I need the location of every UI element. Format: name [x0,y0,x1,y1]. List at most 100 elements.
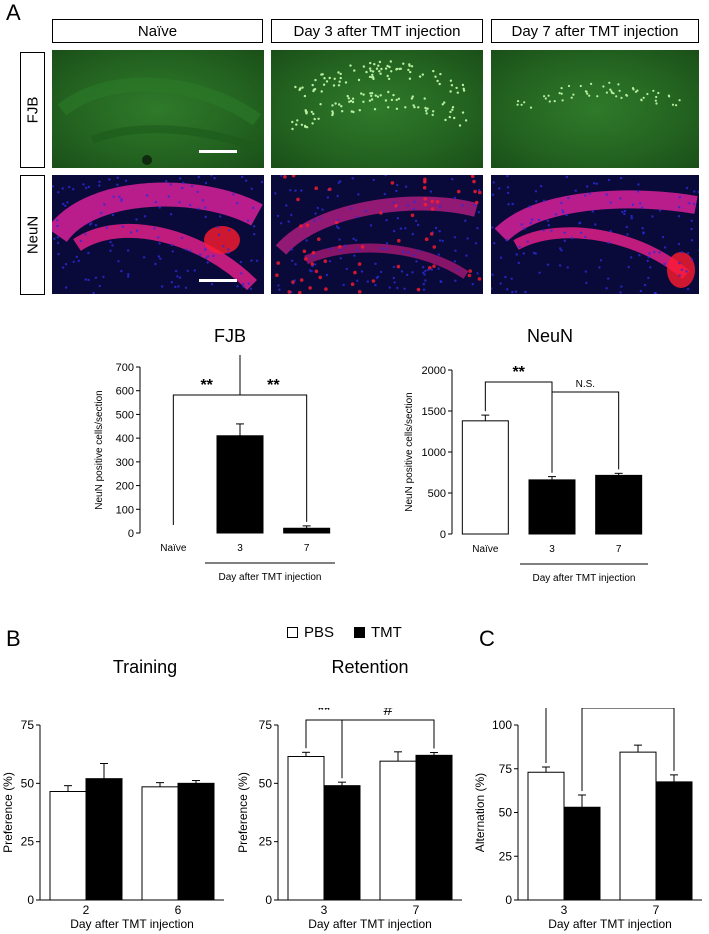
nucleus-dot [654,292,658,294]
nucleus-dot [643,283,647,287]
nucleus-dot [56,236,60,239]
nucleus-dot [663,246,667,249]
nucleus-dot [441,239,444,243]
y-tick-label: 75 [21,718,35,732]
nucleus-dot [411,232,414,236]
neun-red-cell [287,290,292,294]
nucleus-dot [626,233,629,236]
nucleus-dot [499,256,503,259]
fjb-positive-cell [389,60,392,63]
nucleus-dot [313,263,317,266]
y-tick-label: 300 [116,457,134,469]
fjb-positive-cell [322,83,326,86]
neun-red-cell [291,280,295,284]
nucleus-dot [177,285,180,288]
nucleus-dot [561,209,564,212]
fjb-positive-cell [313,88,317,91]
nucleus-dot [61,266,65,269]
nucleus-dot [219,215,222,218]
nucleus-dot [294,263,297,266]
nucleus-dot [342,283,345,287]
nucleus-dot [120,198,123,201]
nucleus-dot [439,280,442,283]
legend-label-pbs: PBS [304,624,335,641]
nucleus-dot [343,244,347,247]
fjb-positive-cell [410,97,414,100]
neun-red-cell [334,220,339,225]
nucleus-dot [511,290,514,294]
y-axis-label: Alternation (%) [473,773,487,852]
bar [527,771,565,901]
nucleus-dot [182,181,185,185]
fjb-positive-cell [347,97,350,100]
fjb-positive-cell [362,93,365,96]
nucleus-dot [84,278,87,281]
nucleus-dot [607,178,611,182]
neun-red-cell [435,200,440,204]
fjb-positive-cell [299,87,302,90]
nucleus-dot [278,288,281,291]
nucleus-dot [690,227,693,231]
fjb-day7-image [491,50,699,168]
nucleus-dot [422,271,425,274]
fjb-positive-cell [338,80,341,83]
neun-red-cell [314,269,319,274]
nucleus-dot [212,254,215,258]
neun-red-cell [423,180,427,184]
nucleus-dot [454,279,457,282]
fjb-positive-cell [397,97,401,100]
nucleus-dot [111,213,115,217]
fjb-positive-cell [353,69,356,72]
fjb-positive-cell [341,110,344,113]
nucleus-dot [127,273,130,276]
nucleus-dot [438,239,442,242]
fjb-positive-cell [399,67,402,70]
neun-red-cell [324,287,328,291]
nucleus-dot [514,290,518,293]
y-tick-label: 50 [259,776,273,790]
x-tick-label: Naïve [160,543,187,554]
y-tick-label: 2000 [422,365,446,377]
fjb-positive-cell [378,60,382,64]
fjb-positive-cell [370,94,373,98]
fjb-positive-cell [425,112,428,115]
nucleus-dot [227,251,230,255]
chart-title-retention: Retention [331,657,409,677]
legend-label-tmt: TMT [371,624,402,641]
bar [461,420,509,535]
fjb-positive-cell [520,103,523,106]
nucleus-dot [619,176,623,180]
fjb-positive-cell [395,98,398,102]
fjb-positive-cell [337,71,340,74]
nucleus-dot [453,236,457,239]
legend: PBS TMT [287,624,402,641]
nucleus-dot [412,207,416,211]
fjb-positive-cell [370,92,374,95]
nucleus-dot [217,233,221,236]
fjb-positive-cell [395,68,398,71]
nucleus-dot [461,204,465,207]
nucleus-dot [399,227,403,230]
nucleus-dot [84,186,88,190]
fjb-positive-cell [579,84,582,88]
neun-red-cell [276,261,280,265]
nucleus-dot [687,252,690,255]
fjb-positive-cell [640,99,643,102]
nucleus-dot [290,248,293,251]
fjb-positive-cell [369,69,372,72]
nucleus-dot [402,250,405,254]
nucleus-dot [403,287,406,290]
bar [323,785,361,901]
nucleus-dot [291,259,294,262]
fjb-positive-cell [411,95,414,98]
nucleus-dot [154,201,158,204]
fjb-positive-cell [402,62,405,65]
fjb-positive-cell [675,104,678,107]
neun-red-cell [299,224,303,228]
neun-red-cell [302,249,307,254]
fjb-positive-cell [404,106,407,109]
nucleus-dot [646,259,649,263]
fjb-positive-cell [413,106,416,109]
nucleus-dot [169,213,173,216]
fjb-positive-cell [331,112,335,115]
